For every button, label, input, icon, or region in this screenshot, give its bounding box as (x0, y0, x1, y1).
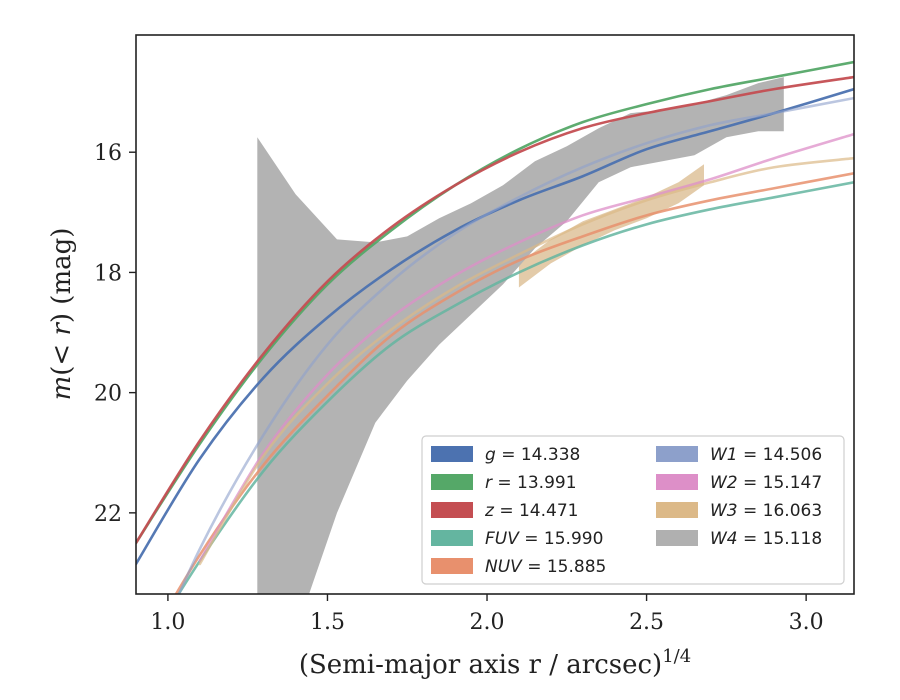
legend-swatch-w4 (656, 530, 698, 546)
legend-label-r: r = 13.991 (485, 473, 577, 493)
legend-label-z: z = 14.471 (484, 501, 578, 521)
x-axis: 1.0 1.5 2.0 2.5 3.0 (150, 594, 824, 635)
x-tick-label: 1.0 (150, 610, 185, 635)
legend-label-fuv: FUV = 15.990 (485, 529, 603, 549)
series-line-w1 (177, 96, 854, 594)
series-line-z (136, 75, 854, 545)
series-line-w3 (198, 156, 854, 566)
plot-frame (135, 34, 855, 595)
x-axis-label: (Semi-major axis r / arcsec)1/4 (299, 646, 691, 680)
series-layer (136, 60, 854, 594)
legend-label-w4: W4 = 15.118 (710, 529, 822, 549)
legend-label-w1: W1 = 14.506 (710, 445, 822, 465)
y-tick-label: 22 (94, 502, 122, 527)
series-line-g (136, 87, 854, 566)
series-line-w2 (198, 132, 854, 563)
x-tick-label: 2.0 (470, 610, 505, 635)
legend-swatch-g (431, 446, 473, 462)
y-tick-label: 16 (94, 141, 122, 166)
y-tick-label: 18 (94, 261, 122, 286)
series-line-fuv (177, 180, 854, 594)
x-tick-label: 1.5 (310, 610, 345, 635)
legend-swatch-w1 (656, 446, 698, 462)
legend-swatch-fuv (431, 530, 473, 546)
legend-swatch-z (431, 502, 473, 518)
legend-frame (421, 435, 845, 585)
legend-label-w2: W2 = 15.147 (710, 473, 822, 493)
legend-label-g: g = 14.338 (485, 445, 580, 465)
y-axis: 16 18 20 22 (94, 141, 136, 527)
legend-swatch-r (431, 474, 473, 490)
legend-swatch-nuv (431, 558, 473, 574)
y-axis-label: m(< r) (mag) (47, 228, 77, 401)
legend-swatch-w2 (656, 474, 698, 490)
x-tick-label: 3.0 (789, 610, 824, 635)
legend-label-w3: W3 = 16.063 (710, 501, 822, 521)
legend-swatch-w3 (656, 502, 698, 518)
legend: g = 14.338 r = 13.991 z = 14.471 FUV = 15.9… (421, 435, 845, 585)
y-tick-label: 20 (94, 382, 122, 407)
band-w4 (257, 77, 784, 594)
x-tick-label: 2.5 (629, 610, 664, 635)
legend-label-nuv: NUV = 15.885 (485, 557, 606, 577)
